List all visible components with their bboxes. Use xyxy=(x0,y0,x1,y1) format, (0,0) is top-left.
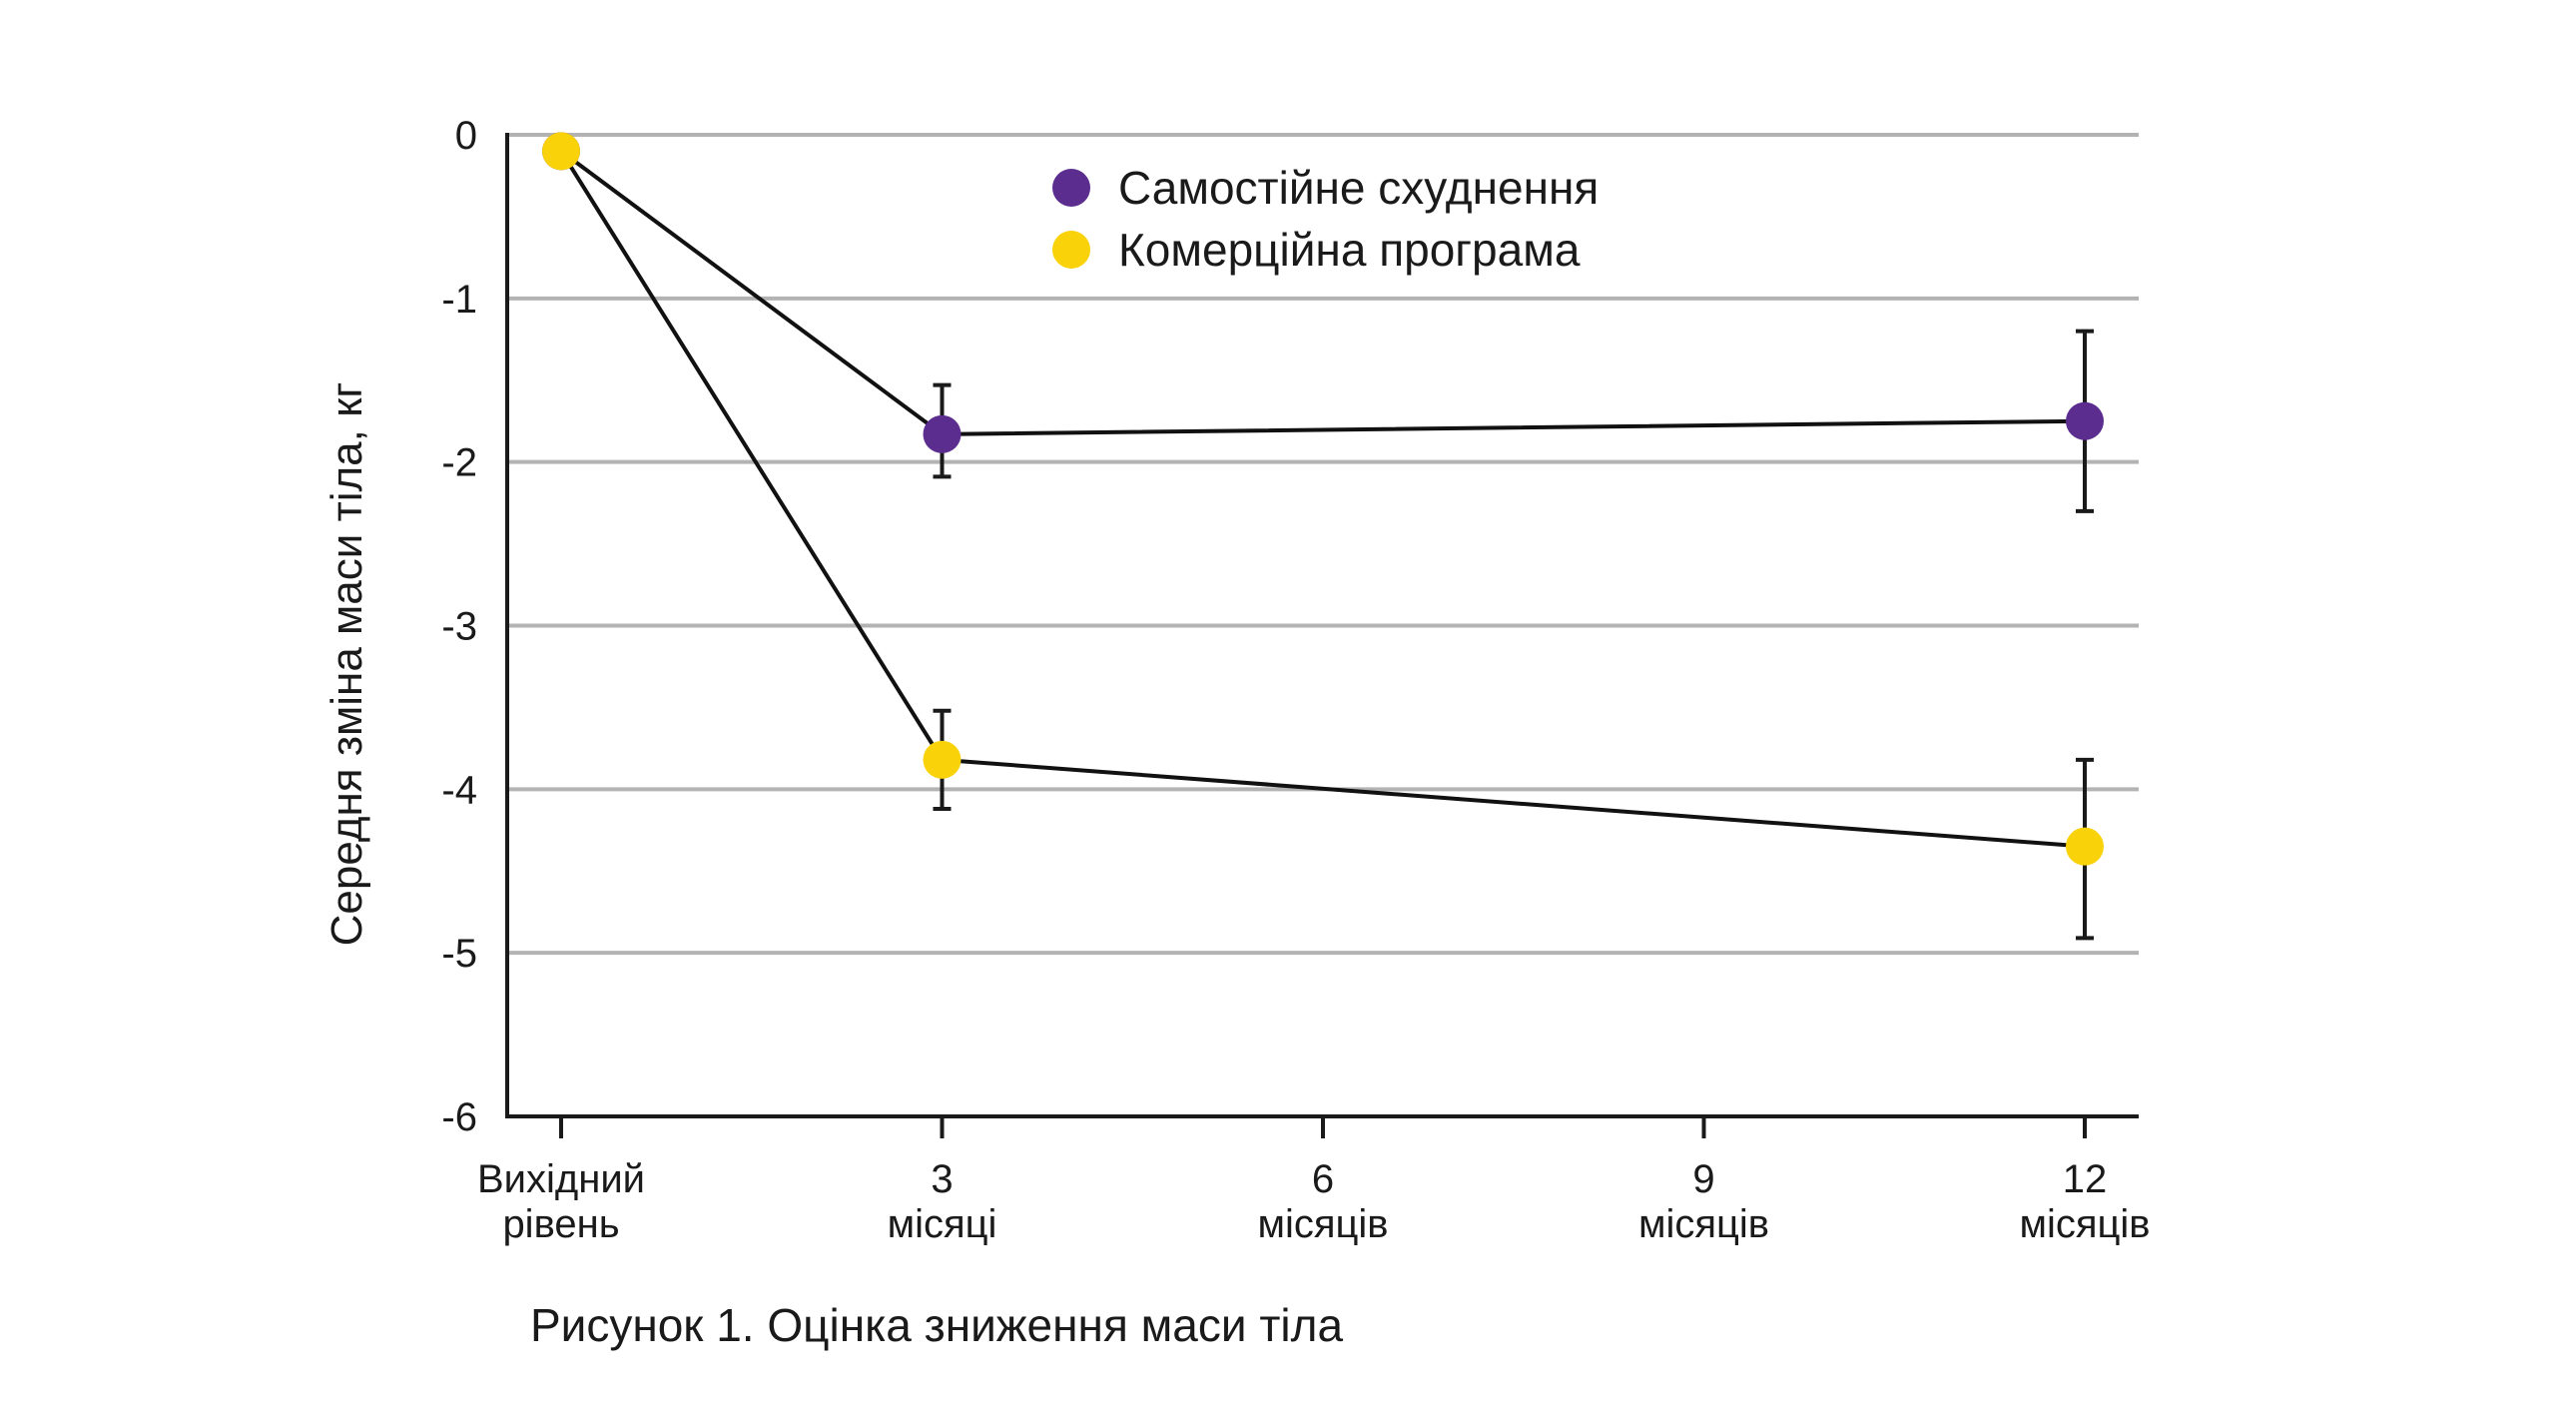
x-tick-label: 6 xyxy=(1312,1157,1334,1201)
x-tick-label: місяці xyxy=(888,1202,997,1246)
y-tick-label: 0 xyxy=(455,114,477,158)
data-point xyxy=(2066,401,2104,440)
legend-label: Комерційна програма xyxy=(1118,224,1581,276)
y-tick-label: -3 xyxy=(441,605,477,649)
y-tick-labels: 0 -1 -2 -3 -4 -5 -6 xyxy=(441,114,477,1139)
axes xyxy=(505,133,2139,1138)
x-tick-label: місяців xyxy=(2019,1202,2150,1246)
legend-label: Самостійне схуднення xyxy=(1118,162,1599,214)
x-tick-label: 9 xyxy=(1692,1157,1714,1201)
y-tick-label: -4 xyxy=(441,768,477,812)
y-axis-title: Середня зміна маси тіла, кг xyxy=(322,382,371,947)
x-tick-label: рівень xyxy=(502,1202,619,1246)
y-tick-label: -1 xyxy=(441,278,477,322)
x-tick-label: місяців xyxy=(1638,1202,1769,1246)
series-2 xyxy=(542,132,2104,941)
data-point xyxy=(2066,827,2104,866)
x-tick-labels: Вихіднийрівень3місяці6місяців9місяців12м… xyxy=(477,1157,2151,1246)
data-series xyxy=(542,132,2104,941)
x-tick-label: Вихідний xyxy=(477,1157,645,1201)
data-point xyxy=(923,414,962,453)
data-point xyxy=(542,132,580,171)
legend-marker xyxy=(1052,231,1090,269)
y-tick-label: -6 xyxy=(441,1095,477,1139)
x-tick-label: 12 xyxy=(2063,1157,2108,1201)
legend: Самостійне схуднення Комерційна програма xyxy=(1052,162,1599,276)
y-tick-label: -2 xyxy=(441,441,477,485)
legend-marker xyxy=(1052,169,1090,207)
figure-caption: Рисунок 1. Оцінка зниження маси тіла xyxy=(530,1299,1344,1351)
x-tick-label: місяців xyxy=(1257,1202,1388,1246)
x-tick-label: 3 xyxy=(931,1157,953,1201)
data-point xyxy=(923,740,962,779)
y-tick-label: -5 xyxy=(441,932,477,976)
